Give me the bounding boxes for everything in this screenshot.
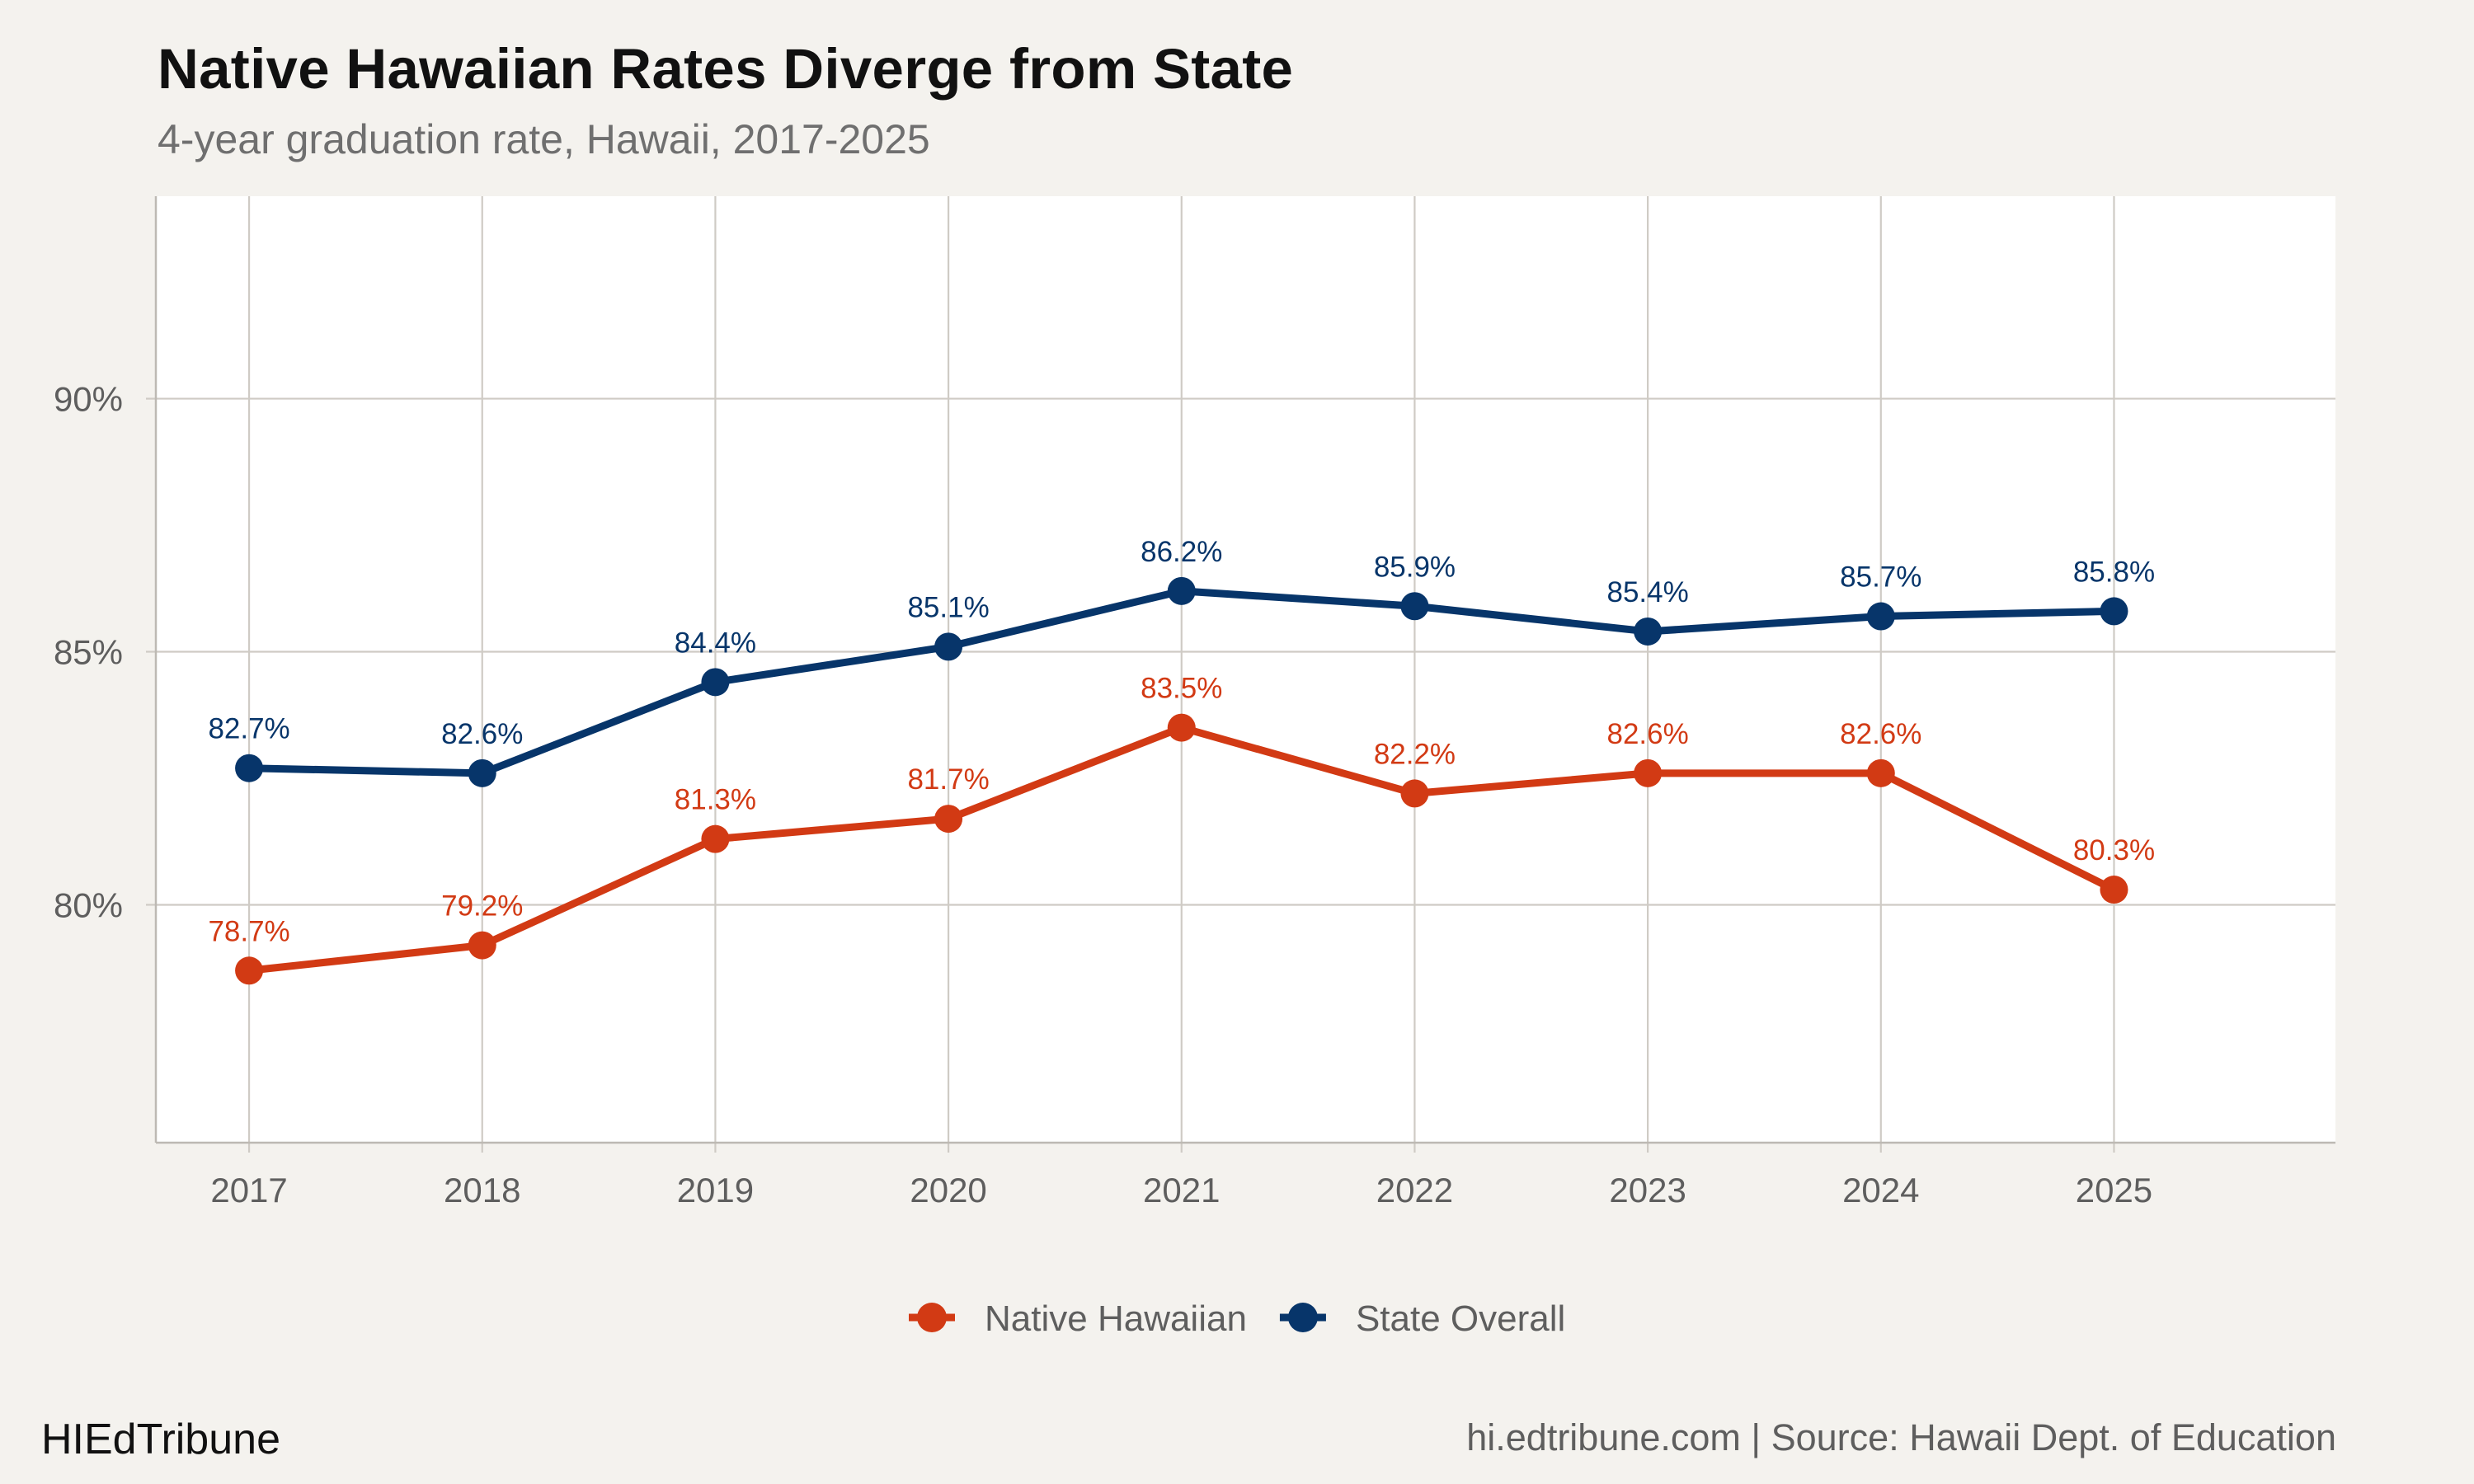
y-tick-label: 85%	[54, 633, 123, 672]
state-overall-data-label: 85.4%	[1606, 576, 1688, 608]
native-hawaiian-data-label: 82.2%	[1374, 738, 1456, 770]
x-tick-label: 2021	[1143, 1171, 1220, 1209]
native-hawaiian-data-label: 78.7%	[208, 915, 289, 947]
state-overall-point	[701, 668, 730, 697]
x-tick-label: 2017	[210, 1171, 287, 1209]
state-overall-data-label: 86.2%	[1141, 536, 1222, 568]
native-hawaiian-point	[934, 805, 963, 834]
x-tick-label: 2018	[444, 1171, 520, 1209]
y-tick-label: 80%	[54, 885, 123, 924]
x-tick-label: 2022	[1376, 1171, 1453, 1209]
series-layer	[235, 576, 2128, 985]
state-overall-point	[2100, 597, 2128, 626]
native-hawaiian-point	[235, 956, 264, 985]
native-hawaiian-point	[1866, 758, 1895, 787]
legend-key-point	[917, 1303, 947, 1332]
x-tick-label: 2020	[910, 1171, 986, 1209]
y-tick-label: 90%	[54, 380, 123, 419]
grid-layer: 2017 2018 2019 2020 2021 2022 2023 2024 2025 80% 8…	[54, 196, 2335, 1209]
source-note: hi.edtribune.com | Source: Hawaii Dept. …	[1466, 1416, 2336, 1458]
x-tick-label: 2025	[2076, 1171, 2152, 1209]
native-hawaiian-data-label: 79.2%	[441, 890, 523, 923]
brand-logo-text: HIEdTribune	[41, 1416, 280, 1463]
legend-item-state-overall: State Overall	[1279, 1298, 1565, 1339]
plot-panel	[156, 196, 2335, 1143]
label-layer: 78.7% 79.2% 81.3% 81.7% 83.5% 82.2% 82.6% 82.6%…	[208, 536, 2155, 947]
native-hawaiian-data-label: 80.3%	[2073, 834, 2155, 866]
state-overall-point	[1634, 617, 1663, 646]
native-hawaiian-data-label: 82.6%	[1840, 718, 1921, 750]
state-overall-point	[1400, 592, 1429, 621]
x-tick-label: 2024	[1842, 1171, 1919, 1209]
chart-subtitle: 4-year graduation rate, Hawaii, 2017-202…	[158, 116, 930, 162]
state-overall-point	[1167, 576, 1196, 605]
native-hawaiian-point	[701, 824, 730, 853]
x-tick-label: 2019	[677, 1171, 754, 1209]
native-hawaiian-point	[468, 931, 496, 960]
state-overall-point	[468, 758, 496, 787]
x-tick-label: 2023	[1609, 1171, 1686, 1209]
native-hawaiian-point	[1634, 758, 1663, 787]
legend-label: State Overall	[1356, 1298, 1565, 1339]
state-overall-data-label: 85.9%	[1374, 551, 1456, 583]
state-overall-data-label: 84.4%	[675, 627, 756, 659]
legend-label: Native Hawaiian	[985, 1298, 1247, 1339]
state-overall-data-label: 82.7%	[208, 713, 289, 745]
state-overall-data-label: 85.8%	[2073, 556, 2155, 588]
state-overall-data-label: 85.7%	[1840, 561, 1921, 594]
state-overall-data-label: 85.1%	[907, 591, 989, 623]
native-hawaiian-point	[1167, 713, 1196, 742]
legend-key-point	[1287, 1303, 1318, 1332]
legend-item-native-hawaiian: Native Hawaiian	[909, 1298, 1247, 1339]
state-overall-point	[934, 632, 963, 661]
native-hawaiian-point	[1400, 779, 1429, 808]
native-hawaiian-point	[2100, 876, 2128, 904]
state-overall-point	[235, 754, 264, 782]
state-overall-point	[1866, 602, 1895, 631]
state-overall-data-label: 82.6%	[441, 718, 523, 750]
native-hawaiian-data-label: 83.5%	[1141, 673, 1222, 705]
native-hawaiian-data-label: 82.6%	[1606, 718, 1688, 750]
legend: Native Hawaiian State Overall	[909, 1298, 1565, 1339]
native-hawaiian-data-label: 81.3%	[675, 784, 756, 816]
native-hawaiian-data-label: 81.7%	[907, 763, 989, 796]
chart-title: Native Hawaiian Rates Diverge from State	[158, 37, 1294, 101]
